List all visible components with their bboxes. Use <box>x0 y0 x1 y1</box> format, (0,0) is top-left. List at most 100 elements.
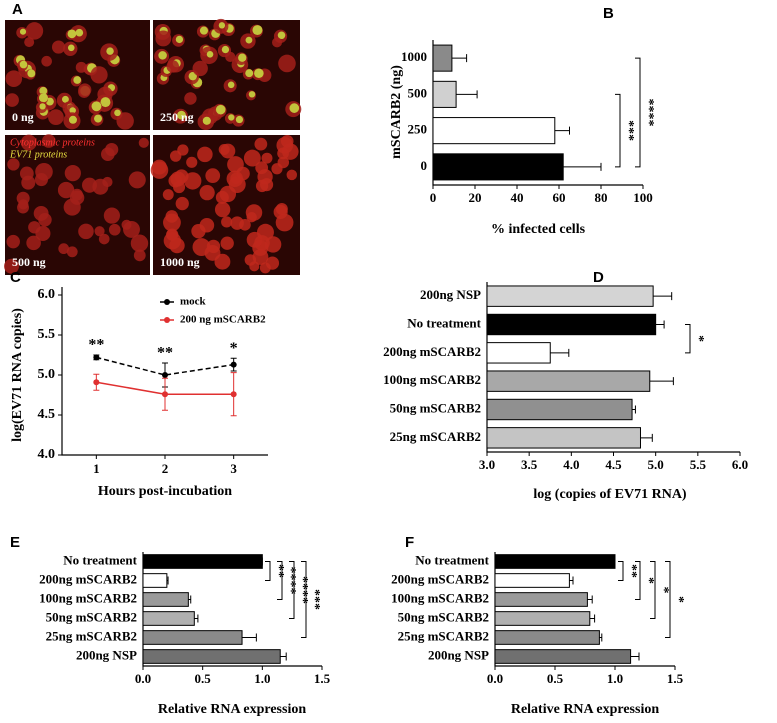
bar <box>432 117 556 145</box>
error-bar <box>242 633 257 642</box>
cell <box>94 226 105 237</box>
significance-label: * <box>671 596 686 603</box>
error-bar <box>550 348 570 357</box>
image-legend: EV71 proteins <box>9 149 67 160</box>
y-tick-label: 200ng mSCARB2 <box>383 344 481 359</box>
error-bar <box>563 162 602 171</box>
y-tick-label: 100ng mSCARB2 <box>39 590 137 605</box>
infected-cell <box>199 26 209 35</box>
cell <box>244 254 257 266</box>
cell <box>163 232 182 250</box>
infected-cell <box>67 29 77 39</box>
cell <box>197 146 213 163</box>
cell <box>169 150 182 162</box>
cell <box>218 144 230 156</box>
infected-cell <box>19 28 27 35</box>
cell <box>246 231 263 248</box>
y-tick-label: 100ng mSCARB2 <box>391 590 489 605</box>
infected-cell <box>277 31 286 40</box>
panel-label: B <box>603 5 614 22</box>
panel-label: F <box>405 534 414 551</box>
significance-label: * <box>230 340 238 357</box>
y-tick-label: 200ng mSCARB2 <box>39 571 137 586</box>
cell <box>138 137 149 148</box>
point <box>230 391 237 398</box>
cell <box>278 54 296 73</box>
y-axis-label: mSCARB2 (ng) <box>389 65 404 159</box>
infected-cell <box>91 101 102 112</box>
cell <box>25 22 44 40</box>
legend-label: mock <box>180 296 207 308</box>
bar <box>142 592 189 607</box>
legend-label: 200 ng mSCARB2 <box>180 314 266 326</box>
infected-cell <box>228 114 235 121</box>
cell <box>186 156 198 168</box>
x-axis-label: % infected cells <box>491 222 586 237</box>
infected-cell <box>254 68 264 78</box>
significance-bracket <box>618 561 624 581</box>
infected-cell <box>221 45 230 54</box>
y-tick-label: 100ng mSCARB2 <box>383 372 481 387</box>
cell <box>48 109 64 126</box>
cell <box>5 93 19 107</box>
y-tick-label: No treatment <box>63 552 137 567</box>
cell <box>69 190 85 205</box>
x-tick-label: 1 <box>93 461 100 476</box>
cell <box>21 175 36 190</box>
bar <box>142 554 263 569</box>
x-tick-label: 3 <box>230 461 237 476</box>
point <box>230 361 237 368</box>
y-tick-label: 5.0 <box>38 367 56 382</box>
cell <box>221 216 233 228</box>
y-tick-label: No treatment <box>407 315 481 330</box>
image-label: 250 ng <box>160 110 194 124</box>
cell <box>170 171 186 187</box>
cell <box>261 152 273 164</box>
cell <box>26 235 41 251</box>
infected-cell <box>94 114 103 123</box>
error-bar <box>587 595 593 604</box>
cell <box>33 205 49 221</box>
infected-cell <box>218 22 226 29</box>
cell <box>4 258 19 274</box>
cell <box>35 162 53 181</box>
cell <box>133 249 146 262</box>
point <box>162 391 168 398</box>
cell <box>236 166 250 181</box>
bar <box>494 630 600 645</box>
significance-bracket <box>685 324 691 354</box>
infected-cell <box>215 104 226 115</box>
cell <box>220 236 234 250</box>
bar <box>142 573 168 588</box>
significance-label: *** <box>307 589 322 610</box>
cell <box>98 233 110 245</box>
legend-marker <box>164 317 170 323</box>
significance-label: ** <box>157 345 173 362</box>
cell <box>90 66 108 84</box>
infected-cell <box>188 71 197 81</box>
significance-bracket <box>289 561 295 619</box>
cell <box>192 60 208 77</box>
y-tick-label: 4.5 <box>38 407 56 422</box>
bar <box>494 573 570 588</box>
infected-cell <box>19 60 28 69</box>
bar <box>432 153 564 181</box>
cell <box>51 40 66 54</box>
y-tick-label: 0 <box>421 158 428 173</box>
cell <box>20 134 37 151</box>
bar <box>432 44 453 72</box>
significance-label: * <box>691 335 706 342</box>
y-tick-label: 1000 <box>401 49 427 64</box>
significance-bracket <box>635 57 641 168</box>
infected-cell <box>158 51 167 60</box>
x-tick-label: 0.5 <box>547 671 564 686</box>
y-tick-label: No treatment <box>415 552 489 567</box>
cell <box>162 189 174 201</box>
panel-label: C <box>10 269 21 286</box>
point <box>93 354 100 361</box>
infected-cell <box>106 47 114 55</box>
bar <box>486 313 657 336</box>
infected-cell <box>38 93 49 103</box>
significance-bracket <box>265 561 271 581</box>
